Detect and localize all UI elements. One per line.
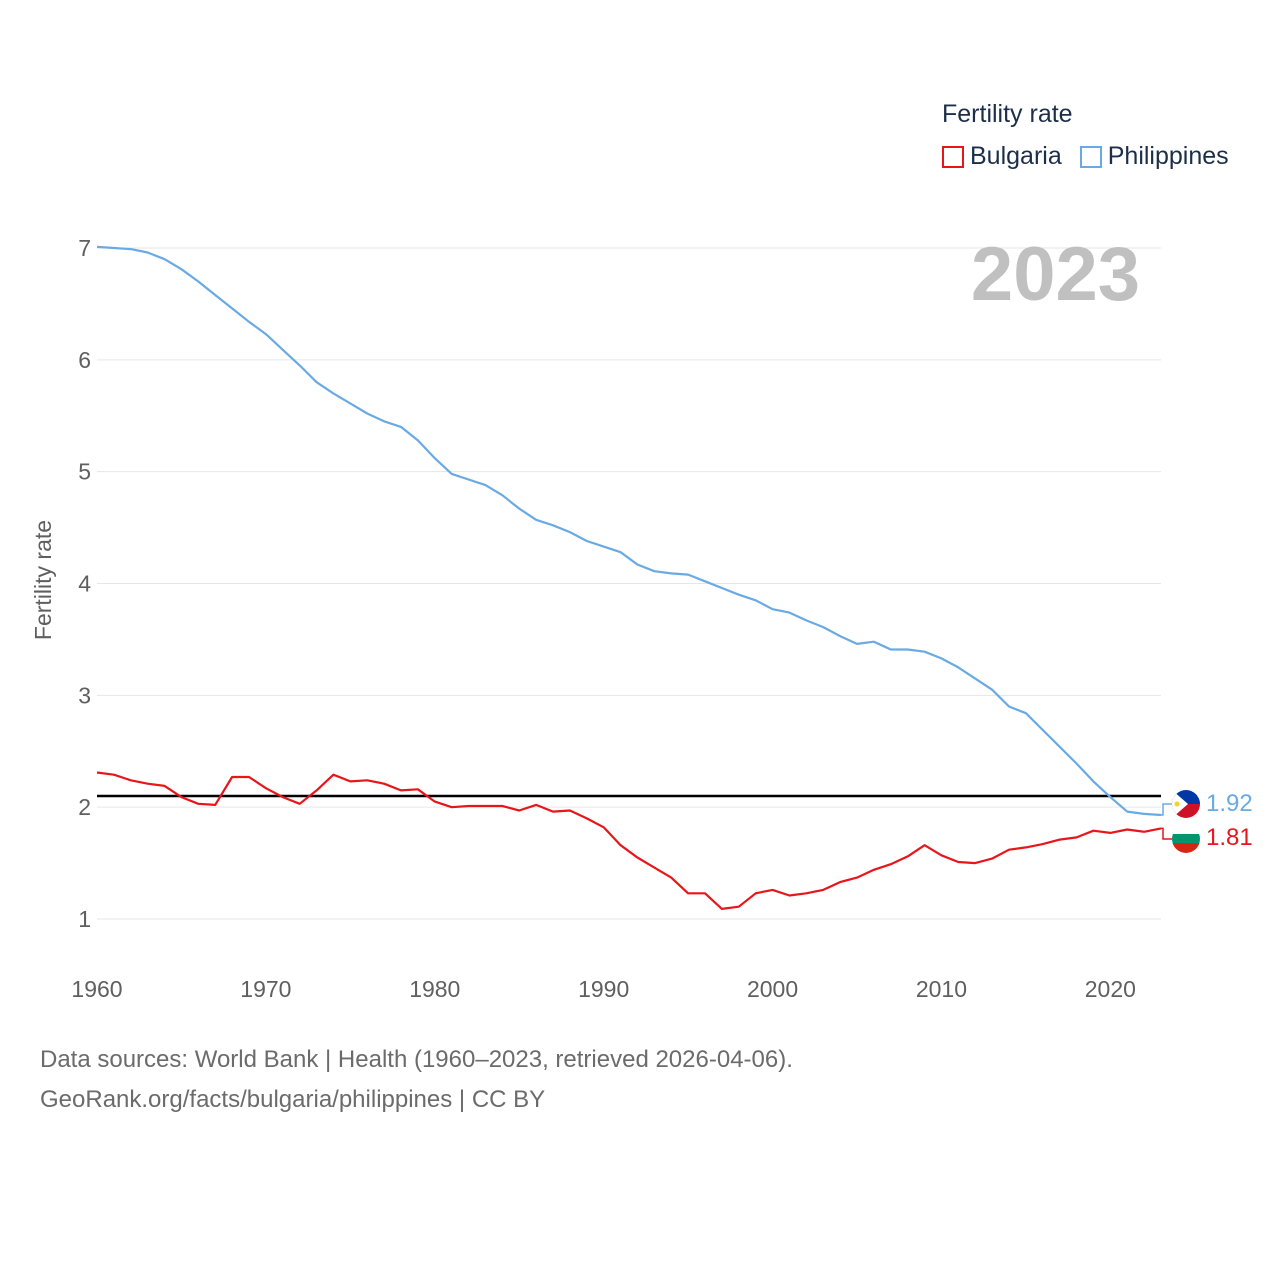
- x-tick-label-2020: 2020: [1085, 976, 1136, 1002]
- gridlines: [97, 247, 1161, 920]
- legend: Bulgaria Philippines: [942, 142, 1229, 171]
- legend-label-philippines: Philippines: [1107, 142, 1229, 170]
- legend-title: Fertility rate: [942, 100, 1073, 128]
- legend-item-bulgaria[interactable]: Bulgaria: [942, 142, 1062, 171]
- y-tick-label-1: 1: [78, 906, 91, 932]
- end-label-philippines: 1.92: [1206, 790, 1253, 817]
- y-tick-label-6: 6: [78, 347, 91, 373]
- bulgaria-flag-icon: [1172, 825, 1200, 853]
- year-watermark: 2023: [971, 232, 1140, 317]
- x-tick-label-2010: 2010: [916, 976, 967, 1002]
- end-label-bulgaria: 1.81: [1206, 824, 1253, 851]
- y-tick-label-3: 3: [78, 682, 91, 708]
- series-line-bulgaria: [96, 771, 1162, 911]
- series-line-philippines: [96, 245, 1162, 817]
- y-tick-label-7: 7: [78, 235, 91, 261]
- x-axis-ticks: 1960 1970 1980 1990 2000 2010 2020: [71, 976, 1136, 1002]
- legend-swatch-bulgaria: [942, 145, 964, 168]
- philippines-flag-icon: [1172, 790, 1200, 818]
- source-line-2: GeoRank.org/facts/bulgaria/philippines |…: [40, 1086, 546, 1113]
- y-axis-title: Fertility rate: [30, 520, 56, 640]
- y-tick-label-4: 4: [78, 571, 91, 597]
- x-tick-label-2000: 2000: [747, 976, 798, 1002]
- x-tick-label-1970: 1970: [240, 976, 291, 1002]
- connector-bulgaria: [1161, 827, 1172, 840]
- y-tick-label-5: 5: [78, 459, 91, 485]
- line-chart: 1 2 3 4 5 6 7 1960 1970 1980 1990 2000 2010 2020 Fer…: [30, 232, 1253, 1002]
- x-tick-label-1990: 1990: [578, 976, 629, 1002]
- source-line-1: Data sources: World Bank | Health (1960–…: [40, 1046, 793, 1073]
- x-tick-label-1980: 1980: [409, 976, 460, 1002]
- y-axis-ticks: 1 2 3 4 5 6 7: [78, 235, 91, 932]
- y-tick-label-2: 2: [78, 794, 91, 820]
- connector-philippines: [1161, 803, 1172, 816]
- end-markers: [1161, 790, 1200, 853]
- legend-label-bulgaria: Bulgaria: [970, 142, 1062, 170]
- legend-item-philippines[interactable]: Philippines: [1079, 142, 1229, 171]
- legend-swatch-philippines: [1079, 145, 1102, 168]
- series-lines: [96, 245, 1162, 911]
- x-tick-label-1960: 1960: [71, 976, 122, 1002]
